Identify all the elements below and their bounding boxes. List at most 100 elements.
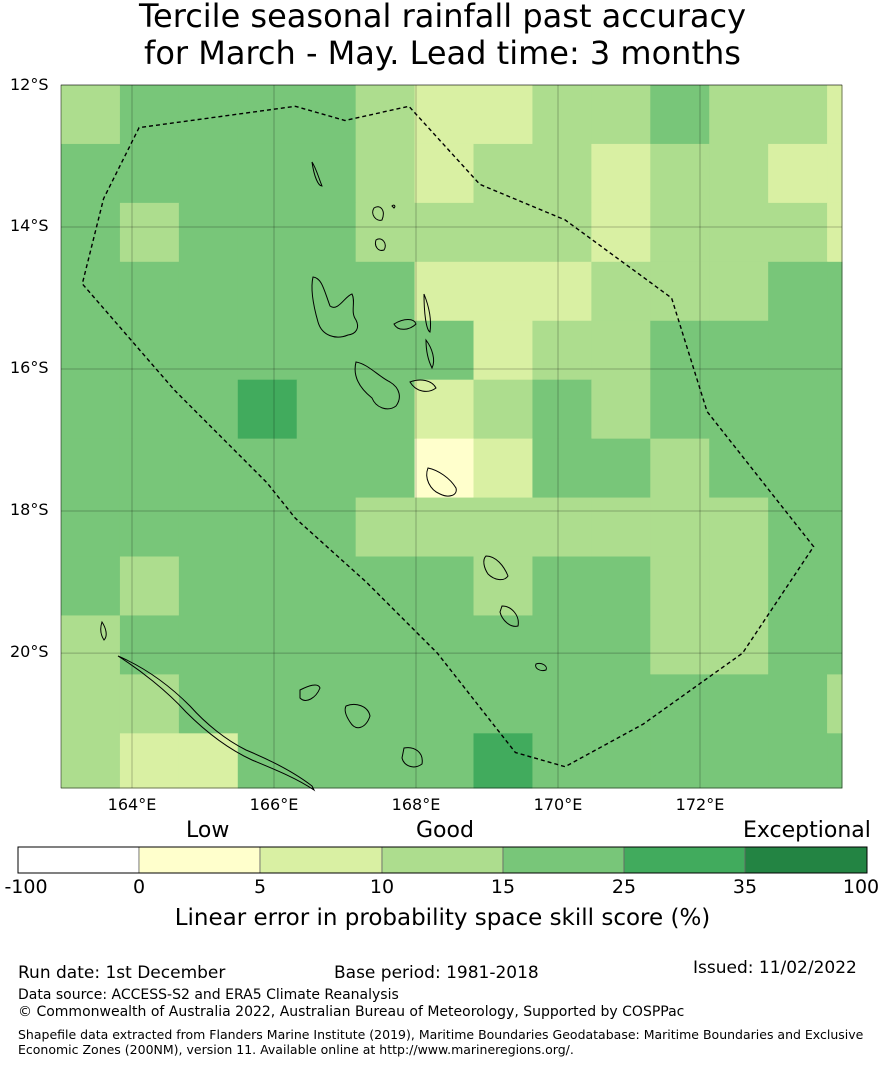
skill-cell [650, 615, 710, 675]
skill-cell [414, 733, 475, 789]
skill-cell [768, 556, 828, 616]
skill-cell [532, 497, 592, 558]
colorbar-swatch [259, 846, 383, 874]
skill-cell [178, 733, 239, 789]
colorbar-tick: 100 [842, 876, 880, 898]
skill-cell [355, 615, 416, 675]
issued-date: Issued: 11/02/2022 [693, 958, 857, 978]
skill-cell [709, 379, 769, 440]
skill-cell [119, 438, 180, 499]
colorbar-tick: -100 [4, 876, 48, 898]
skill-cell [768, 379, 828, 440]
island-tanna [499, 605, 519, 627]
skill-cell [768, 438, 828, 499]
skill-cell [237, 143, 298, 204]
skill-cell [61, 438, 121, 499]
skill-cell [591, 85, 651, 145]
skill-cell [532, 556, 592, 616]
skill-cell [296, 674, 357, 734]
island-erromango [483, 555, 509, 581]
skill-cell [296, 556, 357, 616]
skill-cell [768, 733, 828, 789]
colorbar-tick: 0 [132, 876, 146, 898]
skill-cell [591, 320, 651, 381]
skill-cell [414, 379, 475, 440]
skill-cell [768, 320, 828, 381]
colorbar-swatch [623, 846, 746, 874]
skill-cell [650, 733, 710, 789]
skill-cell [61, 261, 121, 322]
skill-cell [827, 615, 843, 675]
skill-cell [296, 85, 357, 145]
island-anatom [535, 663, 547, 671]
skill-cell [61, 497, 121, 558]
skill-cell [591, 556, 651, 616]
skill-cell [178, 202, 239, 263]
map-title-line1: Tercile seasonal rainfall past accuracy [138, 0, 747, 35]
skill-cell [532, 143, 592, 204]
skill-cell [709, 85, 769, 145]
skill-cell [61, 379, 121, 440]
island-vanua-lava [375, 238, 386, 251]
skill-cell [414, 261, 475, 322]
skill-cell [414, 556, 475, 616]
skill-cell [650, 320, 710, 381]
lat-label-18s: 18°S [10, 500, 49, 519]
lon-label-172e: 172°E [675, 795, 725, 814]
skill-cell [355, 497, 416, 558]
skill-cell [178, 615, 239, 675]
skill-cell [414, 320, 475, 381]
island-aoba [393, 319, 417, 330]
skill-cell [650, 85, 710, 145]
lon-label-166e: 166°E [249, 795, 299, 814]
skill-cell [709, 674, 769, 734]
colorbar-frame [17, 846, 868, 874]
skill-cell [473, 438, 533, 499]
skill-cell [119, 202, 180, 263]
island-espiritu-santo [311, 276, 359, 338]
skill-cell [709, 143, 769, 204]
skill-cell [237, 674, 298, 734]
skill-cell [119, 261, 180, 322]
base-period: Base period: 1981-2018 [334, 963, 539, 983]
skill-cell [827, 85, 843, 145]
skill-cell [591, 261, 651, 322]
skill-cell [709, 615, 769, 675]
skill-cell [355, 202, 416, 263]
skill-cell [827, 202, 843, 263]
skill-cell [532, 615, 592, 675]
skill-cell [768, 85, 828, 145]
skill-cell [768, 615, 828, 675]
eez-boundary [81, 105, 815, 768]
skill-cell [473, 674, 533, 734]
skill-cell [532, 438, 592, 499]
skill-cell [414, 497, 475, 558]
colorbar-swatch [502, 846, 625, 874]
colorbar-tick: 35 [732, 876, 758, 898]
skill-cell [650, 261, 710, 322]
island-belep [100, 620, 107, 641]
skill-cell [237, 733, 298, 789]
skill-cell [237, 615, 298, 675]
skill-cell [61, 733, 121, 789]
skill-cell [827, 143, 843, 204]
colorbar-category-low: Low [186, 818, 230, 843]
skill-cell [827, 556, 843, 616]
skill-cell [591, 497, 651, 558]
skill-cell [827, 320, 843, 381]
skill-cell [532, 85, 592, 145]
run-date: Run date: 1st December [18, 963, 226, 983]
skill-cell [768, 497, 828, 558]
colorbar-swatch [17, 846, 140, 874]
skill-cell [178, 143, 239, 204]
skill-cell [61, 615, 121, 675]
skill-cell [119, 379, 180, 440]
island-pentecost [423, 293, 431, 333]
skill-cell [709, 733, 769, 789]
colorbar-category-good: Good [416, 818, 474, 843]
skill-cell [296, 320, 357, 381]
skill-cell [178, 379, 239, 440]
skill-cell [119, 143, 180, 204]
skill-cell [61, 202, 121, 263]
island-malakula [354, 361, 400, 410]
